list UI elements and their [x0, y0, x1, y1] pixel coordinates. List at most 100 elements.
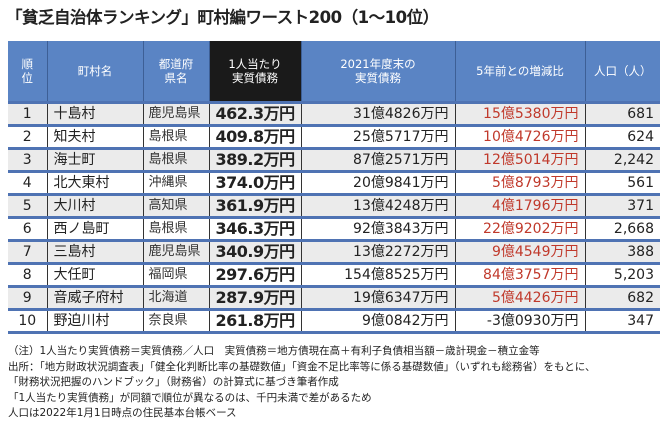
- cell-prefecture: 福岡県: [142, 262, 209, 287]
- footnotes: （注）1人当たり実質債務＝実質債務／人口 実質債務＝地方債現在高＋有利子負債相当…: [8, 344, 662, 422]
- cell-town: 海士町: [46, 147, 143, 172]
- cell-town: 大川村: [46, 193, 143, 218]
- cell-change-5yr: -3億0930万円: [454, 308, 585, 334]
- header-label: 5年前との増減比: [476, 64, 564, 78]
- table-header: 順位 町村名 都道府県名 1人当たり実質債務 2021年度末の実質債務 5年前との増減比 人…: [8, 41, 660, 103]
- cell-debt-per-capita: 297.6万円: [208, 262, 301, 287]
- cell-rank: 8: [8, 262, 47, 287]
- table-row: 9 音威子府村 北海道 287.9万円 19億6347万円 5億4426万円 682: [8, 285, 660, 310]
- table-row: 10 野迫川村 奈良県 261.8万円 9億0842万円 -3億0930万円 347: [8, 308, 660, 334]
- note-line: 「1人当たり実質債務」が同額で順位が異なるのは、千円未満で差があるため: [8, 391, 372, 404]
- note-line: （注）1人当たり実質債務＝実質債務／人口 実質債務＝地方債現在高＋有利子負債相当…: [8, 345, 540, 357]
- header-real-debt-2021: 2021年度末の実質債務: [300, 41, 455, 103]
- cell-prefecture: 沖縄県: [142, 170, 209, 195]
- cell-change-5yr: 84億3757万円: [454, 262, 585, 287]
- cell-town: 音威子府村: [46, 285, 143, 310]
- header-label: 順位: [21, 57, 34, 85]
- cell-debt-per-capita: 374.0万円: [208, 170, 301, 195]
- page-title: 「貧乏自治体ランキング」町村編ワースト200（1〜10位）: [6, 8, 439, 27]
- cell-population: 347: [584, 308, 660, 334]
- cell-town: 野迫川村: [46, 308, 143, 334]
- cell-debt-per-capita: 261.8万円: [208, 308, 301, 334]
- cell-prefecture: 鹿児島県: [142, 101, 209, 126]
- cell-change-5yr: 22億9202万円: [454, 216, 585, 241]
- cell-real-debt-2021: 13億4248万円: [300, 193, 455, 218]
- note-line: 人口は2022年1月1日時点の住民基本台帳ベース: [8, 407, 237, 419]
- cell-real-debt-2021: 20億9841万円: [300, 170, 455, 195]
- cell-real-debt-2021: 154億8525万円: [300, 262, 455, 287]
- table-row: 7 三島村 鹿児島県 340.9万円 13億2272万円 9億4549万円 388: [8, 239, 660, 264]
- table-row: 5 大川村 高知県 361.9万円 13億4248万円 4億1796万円 371: [8, 193, 660, 218]
- cell-population: 682: [584, 285, 660, 310]
- cell-prefecture: 島根県: [142, 216, 209, 241]
- cell-prefecture: 島根県: [142, 147, 209, 172]
- cell-change-5yr: 15億5380万円: [454, 101, 585, 126]
- cell-population: 2,242: [584, 147, 660, 172]
- cell-change-5yr: 12億5014万円: [454, 147, 585, 172]
- header-rank: 順位: [8, 41, 47, 103]
- cell-debt-per-capita: 287.9万円: [208, 285, 301, 310]
- cell-population: 388: [584, 239, 660, 264]
- cell-rank: 10: [8, 308, 47, 334]
- cell-real-debt-2021: 19億6347万円: [300, 285, 455, 310]
- table-row: 8 大任町 福岡県 297.6万円 154億8525万円 84億3757万円 5,203: [8, 262, 660, 287]
- cell-population: 624: [584, 124, 660, 149]
- table-row: 2 知夫村 島根県 409.8万円 25億5717万円 10億4726万円 624: [8, 124, 660, 149]
- cell-prefecture: 北海道: [142, 285, 209, 310]
- cell-town: 三島村: [46, 239, 143, 264]
- table-row: 1 十島村 鹿児島県 462.3万円 31億4826万円 15億5380万円 681: [8, 101, 660, 126]
- cell-town: 西ノ島町: [46, 216, 143, 241]
- note-line: 出所：「地方財政状況調査表」「健全化判断比率の基礎数値」「資金不足比率等に係る基…: [8, 360, 596, 373]
- header-debt-per-capita: 1人当たり実質債務: [208, 41, 301, 103]
- cell-debt-per-capita: 346.3万円: [208, 216, 301, 241]
- cell-town: 知夫村: [46, 124, 143, 149]
- cell-rank: 7: [8, 239, 47, 264]
- cell-rank: 4: [8, 170, 47, 195]
- cell-population: 681: [584, 101, 660, 126]
- cell-real-debt-2021: 9億0842万円: [300, 308, 455, 334]
- cell-real-debt-2021: 87億2571万円: [300, 147, 455, 172]
- cell-rank: 2: [8, 124, 47, 149]
- cell-rank: 3: [8, 147, 47, 172]
- cell-rank: 9: [8, 285, 47, 310]
- table-row: 4 北大東村 沖縄県 374.0万円 20億9841万円 5億8793万円 561: [8, 170, 660, 195]
- header-label: 2021年度末の実質債務: [340, 57, 416, 85]
- cell-population: 5,203: [584, 262, 660, 287]
- cell-town: 北大東村: [46, 170, 143, 195]
- cell-rank: 5: [8, 193, 47, 218]
- header-label: 1人当たり実質債務: [228, 57, 282, 85]
- cell-debt-per-capita: 361.9万円: [208, 193, 301, 218]
- cell-real-debt-2021: 31億4826万円: [300, 101, 455, 126]
- cell-real-debt-2021: 13億2272万円: [300, 239, 455, 264]
- cell-rank: 1: [8, 101, 47, 126]
- cell-population: 2,668: [584, 216, 660, 241]
- cell-prefecture: 奈良県: [142, 308, 209, 334]
- cell-change-5yr: 5億4426万円: [454, 285, 585, 310]
- cell-prefecture: 高知県: [142, 193, 209, 218]
- cell-rank: 6: [8, 216, 47, 241]
- header-change-5yr: 5年前との増減比: [454, 41, 585, 103]
- table-row: 3 海士町 島根県 389.2万円 87億2571万円 12億5014万円 2,242: [8, 147, 660, 172]
- header-label: 人口（人）: [594, 64, 652, 78]
- cell-town: 大任町: [46, 262, 143, 287]
- cell-debt-per-capita: 389.2万円: [208, 147, 301, 172]
- cell-population: 371: [584, 193, 660, 218]
- cell-change-5yr: 4億1796万円: [454, 193, 585, 218]
- cell-debt-per-capita: 462.3万円: [208, 101, 301, 126]
- cell-population: 561: [584, 170, 660, 195]
- header-prefecture: 都道府県名: [142, 41, 209, 103]
- cell-prefecture: 島根県: [142, 124, 209, 149]
- cell-town: 十島村: [46, 101, 143, 126]
- table-row: 6 西ノ島町 島根県 346.3万円 92億3843万円 22億9202万円 2,668: [8, 216, 660, 241]
- header-label: 町村名: [77, 64, 113, 78]
- cell-change-5yr: 9億4549万円: [454, 239, 585, 264]
- cell-real-debt-2021: 25億5717万円: [300, 124, 455, 149]
- cell-change-5yr: 10億4726万円: [454, 124, 585, 149]
- cell-prefecture: 鹿児島県: [142, 239, 209, 264]
- cell-debt-per-capita: 340.9万円: [208, 239, 301, 264]
- cell-real-debt-2021: 92億3843万円: [300, 216, 455, 241]
- note-line: 「財務状況把握のハンドブック」（財務省）の計算式に基づき筆者作成: [8, 376, 339, 388]
- cell-debt-per-capita: 409.8万円: [208, 124, 301, 149]
- ranking-table: 順位 町村名 都道府県名 1人当たり実質債務 2021年度末の実質債務 5年前との増減比 人…: [8, 41, 660, 334]
- header-label: 都道府県名: [158, 57, 194, 85]
